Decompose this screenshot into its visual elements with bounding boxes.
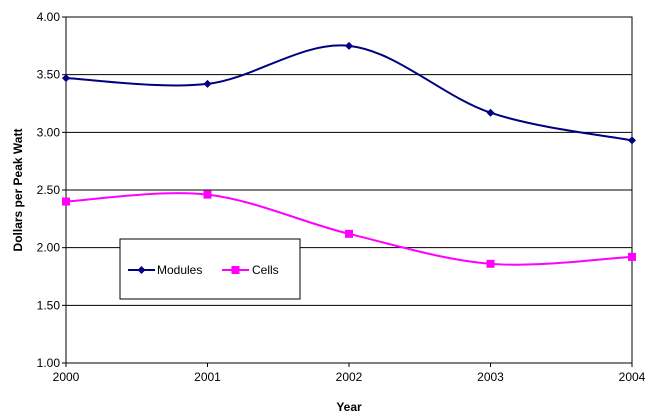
- y-tick-label: 1.50: [37, 298, 61, 312]
- y-axis-title: Dollars per Peak Watt: [11, 129, 25, 252]
- data-point-modules: [628, 136, 636, 145]
- y-tick-label: 4.00: [37, 10, 61, 24]
- x-axis-title: Year: [336, 400, 362, 413]
- data-point-modules: [486, 108, 495, 117]
- data-point-cells: [486, 259, 495, 268]
- legend: Modules Cells: [119, 238, 301, 300]
- y-tick-label: 2.50: [37, 183, 61, 197]
- x-tick-label: 2000: [53, 370, 80, 384]
- data-point-cells: [62, 197, 70, 206]
- x-axis-ticks: 2000 2001 2002 2003 2004: [53, 363, 646, 384]
- y-axis-ticks: 1.00 1.50 2.00 2.50 3.00 3.50 4.00: [37, 10, 66, 370]
- x-tick-label: 2001: [194, 370, 221, 384]
- legend-marker-cells: [231, 266, 240, 274]
- legend-label-modules: Modules: [157, 263, 202, 277]
- legend-marker-modules: [137, 266, 146, 274]
- data-point-modules: [62, 74, 70, 83]
- x-tick-label: 2003: [477, 370, 504, 384]
- y-tick-label: 3.00: [37, 125, 61, 139]
- x-tick-label: 2002: [336, 370, 363, 384]
- data-point-cells: [628, 252, 636, 261]
- data-point-cells: [345, 229, 353, 238]
- y-tick-label: 1.00: [37, 356, 61, 370]
- series-group: [62, 41, 636, 268]
- series-line-modules: [65, 44, 633, 142]
- legend-label-cells: Cells: [252, 263, 279, 277]
- y-tick-label: 2.00: [37, 241, 61, 255]
- data-point-modules: [203, 79, 212, 88]
- y-tick-label: 3.50: [37, 68, 61, 82]
- data-point-cells: [203, 190, 212, 199]
- data-point-modules: [345, 41, 353, 50]
- x-tick-label: 2004: [619, 370, 646, 384]
